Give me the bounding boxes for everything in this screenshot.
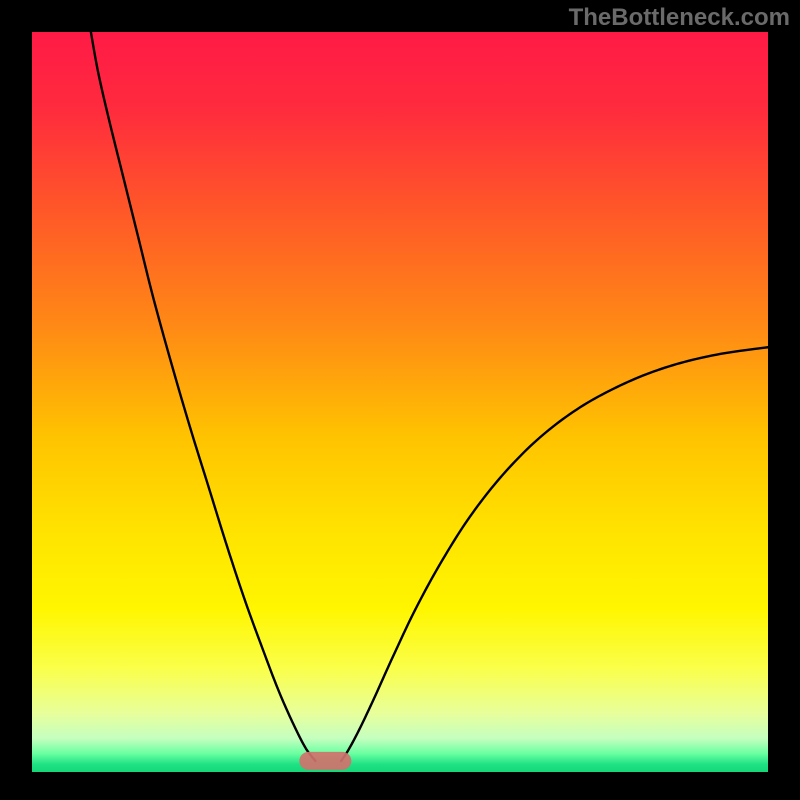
minimum-marker xyxy=(299,752,351,770)
plot-area xyxy=(32,32,768,772)
gradient-background xyxy=(32,32,768,772)
watermark-text: TheBottleneck.com xyxy=(569,4,790,32)
chart-container: TheBottleneck.com xyxy=(0,0,800,800)
